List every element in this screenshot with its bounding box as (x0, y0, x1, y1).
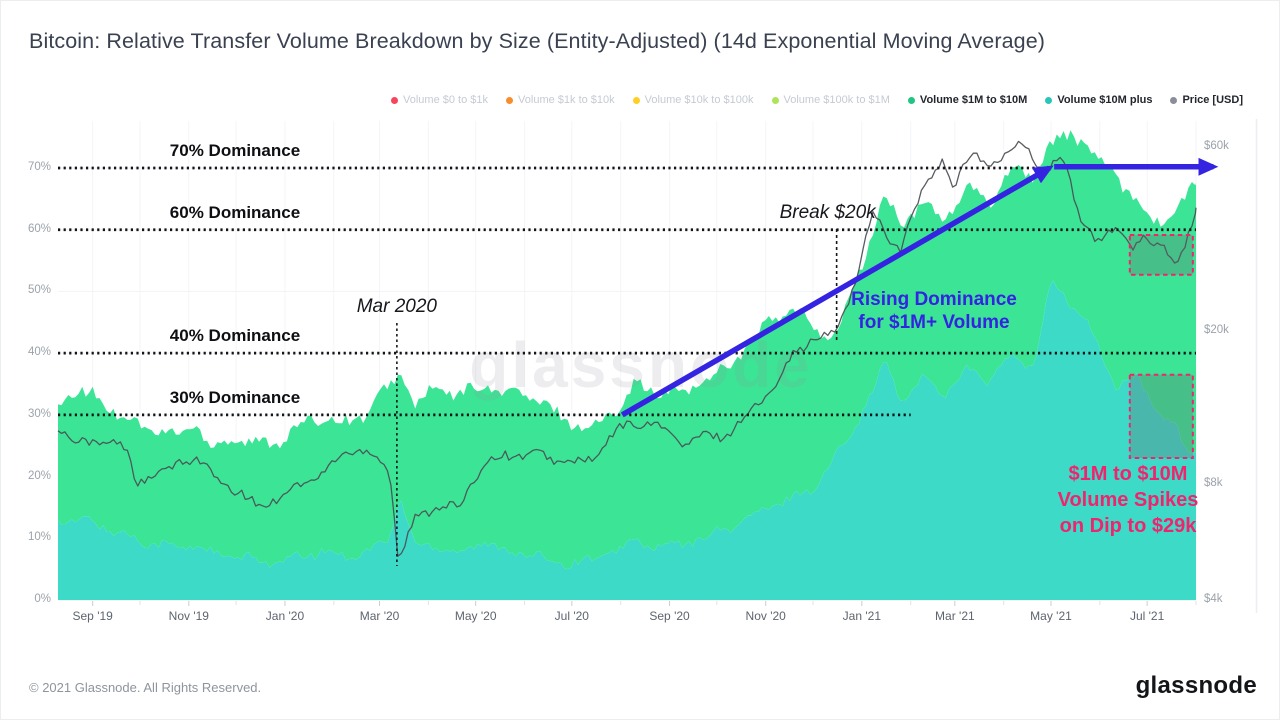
legend-item-label: Volume $10k to $100k (644, 94, 754, 106)
price-axis-label-8k: $8k (1204, 477, 1223, 490)
y-axis-label-50pct: 50% (27, 284, 51, 297)
event-label-mar-2020: Mar 2020 (356, 296, 438, 317)
dominance-label-40: 40% Dominance (169, 326, 301, 346)
area-volume-1m-10m (58, 130, 1196, 570)
legend-item-volume-10k-to-100k[interactable]: Volume $10k to $100k (632, 94, 754, 106)
y-axis-label-0pct: 0% (34, 593, 51, 605)
price-axis-label-4k: $4k (1204, 593, 1223, 606)
x-axis-label-Mar-20: Mar '20 (359, 609, 400, 623)
area-volume-10m-plus (58, 280, 1196, 600)
legend-dot-icon (1170, 96, 1178, 104)
legend-dot-icon (632, 96, 640, 104)
legend-item-label: Volume $10M plus (1057, 94, 1153, 106)
y-axis-label-20pct: 20% (27, 469, 51, 482)
legend-dot-icon (391, 96, 399, 104)
highlight-box-2 (1128, 373, 1194, 460)
copyright-text: © 2021 Glassnode. All Rights Reserved. (29, 680, 262, 695)
x-axis-label-Jul-21: Jul '21 (1129, 609, 1165, 623)
callout-volume-spikes: $1M to $10M Volume Spikes on Dip to $29k (1057, 463, 1199, 537)
legend-item-price-usd-[interactable]: Price [USD] (1170, 94, 1243, 106)
dominance-label-60: 60% Dominance (169, 202, 301, 222)
legend-item-label: Volume $0 to $1k (403, 94, 489, 106)
legend-item-label: Volume $1M to $10M (919, 94, 1028, 106)
trend-arrow-1 (620, 165, 1054, 418)
x-axis-label-May-21: May '21 (1030, 609, 1072, 623)
legend-dot-icon (1045, 96, 1053, 104)
y-axis-label-30pct: 30% (27, 407, 51, 420)
y-axis-label-10pct: 10% (27, 531, 51, 544)
legend-item-label: Price [USD] (1182, 94, 1243, 106)
legend-item-volume-100k-to-1m[interactable]: Volume $100k to $1M (771, 94, 890, 106)
legend-item-volume-0-to-1k[interactable]: Volume $0 to $1k (391, 94, 488, 106)
price-usd-line (57, 140, 1197, 557)
dominance-label-70: 70% Dominance (169, 141, 301, 160)
x-axis-label-Sep-20: Sep '20 (649, 609, 690, 623)
x-axis-label-Nov-19: Nov '19 (168, 609, 209, 623)
legend-dot-icon (907, 96, 915, 104)
glassnode-logo: glassnode (1135, 672, 1257, 699)
legend-dot-icon (506, 96, 514, 104)
price-axis-label-60k: $60k (1204, 140, 1229, 153)
x-axis-label-Jan-20: Jan '20 (265, 609, 305, 623)
x-axis-label-Sep-19: Sep '19 (72, 609, 113, 623)
legend-item-label: Volume $1k to $10k (518, 94, 615, 106)
x-axis-label-Nov-20: Nov '20 (745, 609, 786, 623)
event-label-break-20k: Break $20k (779, 202, 876, 223)
highlight-box-1 (1128, 234, 1194, 276)
watermark-text: glassnode (469, 329, 813, 401)
x-axis-label-Jan-21: Jan '21 (842, 609, 882, 623)
legend-dot-icon (771, 96, 779, 104)
legend-item-label: Volume $100k to $1M (783, 94, 890, 106)
legend-item-volume-1k-to-10k[interactable]: Volume $1k to $10k (506, 94, 615, 106)
legend-item-volume-1m-to-10m[interactable]: Volume $1M to $10M (907, 94, 1028, 106)
x-axis-label-May-20: May '20 (454, 609, 497, 623)
chart-canvas[interactable]: glassnode (1, 1, 1280, 661)
page-title: Bitcoin: Relative Transfer Volume Breakd… (29, 29, 1046, 53)
x-axis-label-Jul-20: Jul '20 (554, 609, 589, 623)
x-axis-label-Mar-21: Mar '21 (935, 609, 975, 623)
y-axis-label-70pct: 70% (27, 161, 51, 173)
legend-item-volume-10m-plus[interactable]: Volume $10M plus (1045, 94, 1152, 106)
y-axis-label-40pct: 40% (27, 346, 51, 359)
callout-rising-dominance: Rising Dominance for $1M+ Volume (851, 289, 1017, 333)
chart-legend: Volume $0 to $1k Volume $1k to $10k Volume… (391, 94, 1243, 106)
price-axis-label-20k: $20k (1204, 324, 1229, 336)
y-axis-label-60pct: 60% (27, 222, 51, 235)
dominance-label-30: 30% Dominance (169, 387, 301, 407)
